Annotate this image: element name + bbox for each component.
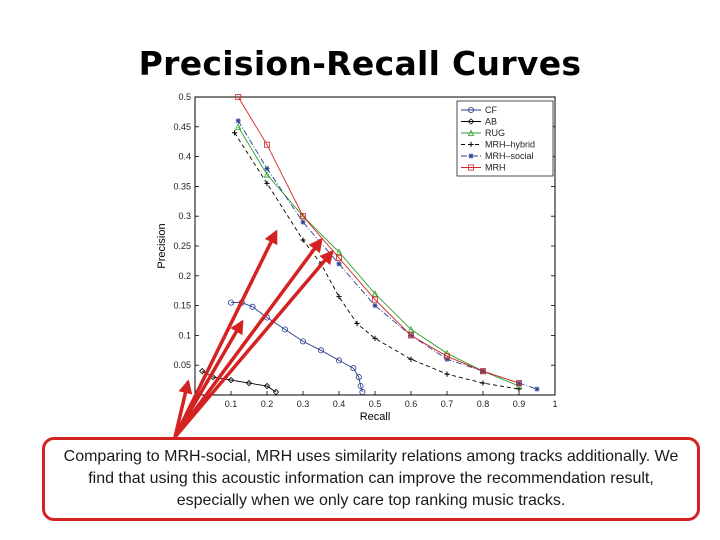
data-point (336, 261, 342, 267)
legend-marker (468, 141, 474, 148)
data-point (357, 383, 364, 390)
data-point (534, 386, 540, 392)
data-point (317, 347, 324, 354)
slide-title: Precision-Recall Curves (138, 44, 582, 83)
data-point (235, 93, 242, 100)
data-point (444, 371, 450, 377)
data-point (264, 180, 270, 187)
data-point (407, 325, 415, 333)
data-point (299, 338, 306, 345)
data-point (281, 326, 288, 333)
callout-box: Comparing to MRH-social, MRH uses simila… (42, 437, 700, 521)
y-tick-label: 0.45 (173, 122, 191, 132)
x-tick-label: 0.6 (405, 399, 418, 409)
callout-arrow (173, 229, 278, 438)
data-point (335, 248, 343, 255)
y-tick-label: 0.3 (178, 211, 191, 221)
x-tick-label: 1 (552, 399, 557, 409)
legend-marker (467, 118, 475, 125)
legend-marker (467, 106, 474, 113)
callout-arrow (173, 379, 193, 438)
data-point (235, 118, 241, 124)
x-tick-label: 0.3 (297, 399, 310, 409)
callout-arrow (173, 237, 323, 439)
data-point (355, 374, 362, 381)
x-tick-label: 0.8 (477, 399, 490, 409)
legend-marker (467, 164, 474, 171)
series-line-5 (237, 96, 520, 384)
data-point (299, 213, 306, 220)
legend-box (456, 100, 554, 177)
legend-label: MRH–hybrid (485, 140, 535, 150)
data-point (249, 303, 256, 310)
x-axis-label: Recall (360, 411, 391, 423)
data-point (264, 165, 270, 172)
series-line-2 (237, 126, 520, 387)
data-point (272, 388, 280, 396)
data-point (300, 219, 306, 225)
data-point (232, 130, 238, 136)
data-point (407, 332, 414, 339)
callout-arrow (173, 319, 244, 438)
data-point (372, 303, 378, 309)
x-tick-label: 0.1 (225, 399, 238, 409)
data-point (371, 290, 379, 297)
x-tick-label: 0.5 (369, 399, 382, 409)
data-point (350, 365, 357, 372)
data-point (335, 357, 342, 364)
data-point (245, 379, 253, 387)
data-point (515, 380, 522, 387)
x-tick-label: 0.2 (261, 399, 274, 409)
data-point (264, 141, 271, 148)
legend-label: MRH (485, 163, 506, 173)
y-axis-label: Precision (156, 223, 168, 268)
y-tick-label: 0.4 (178, 152, 191, 162)
data-point (354, 320, 360, 327)
data-point (335, 254, 342, 261)
data-point (336, 294, 342, 300)
legend-marker (467, 129, 475, 136)
y-tick-label: 0.2 (178, 271, 191, 281)
y-tick-label: 0.35 (173, 181, 191, 191)
data-point (371, 296, 378, 303)
callout-arrow (173, 249, 334, 439)
y-tick-label: 0.5 (178, 92, 191, 102)
data-point (263, 170, 271, 178)
data-point (480, 380, 486, 386)
legend-label: RUG (485, 128, 505, 138)
data-point (300, 237, 306, 243)
data-point (227, 376, 235, 384)
data-point (228, 299, 235, 306)
data-point (372, 335, 378, 341)
data-point (479, 368, 486, 375)
data-point (408, 356, 414, 362)
y-tick-label: 0.25 (173, 241, 191, 251)
callout-text: Comparing to MRH-social, MRH uses simila… (63, 448, 679, 509)
x-tick-label: 0.4 (333, 399, 346, 409)
data-point (199, 367, 206, 375)
precision-recall-chart: 0.1 0.2 0.3 0.4 0.5 0.6 0.7 0.8 0.9 1 0.05 0.1 0.15 0… (156, 92, 558, 423)
x-tick-label: 0.7 (441, 399, 454, 409)
x-tick-label: 0.9 (513, 399, 526, 409)
y-tick-label: 0.05 (173, 360, 191, 370)
legend-label: CF (485, 105, 497, 115)
legend-label: MRH–social (485, 151, 534, 161)
legend-marker (468, 153, 474, 159)
y-tick-label: 0.1 (178, 330, 191, 340)
data-point (263, 382, 271, 390)
data-point (359, 389, 366, 396)
y-tick-label: 0.15 (173, 301, 191, 311)
data-point (443, 353, 450, 360)
series-line-0 (231, 302, 363, 393)
data-point (234, 123, 242, 130)
data-point (516, 386, 522, 392)
legend-label: AB (485, 117, 497, 127)
